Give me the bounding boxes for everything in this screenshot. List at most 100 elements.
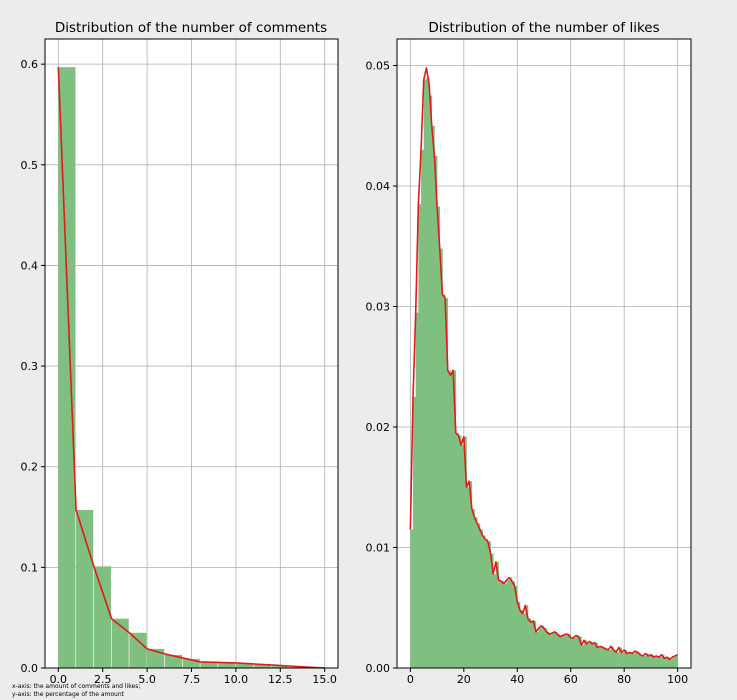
likes-x-axis: 0 20 40 60 80 100 bbox=[407, 668, 688, 686]
likes-density-line-group bbox=[409, 67, 678, 661]
likes-bar bbox=[418, 204, 422, 668]
comments-bar bbox=[58, 67, 76, 668]
likes-y-axis: 0.00 0.01 0.02 0.03 0.04 0.05 bbox=[366, 60, 397, 675]
likes-y-tick-label: 0.02 bbox=[366, 421, 391, 434]
likes-bar bbox=[522, 613, 526, 668]
comments-bar bbox=[200, 661, 218, 668]
likes-bar bbox=[466, 487, 470, 668]
comments-bar bbox=[253, 664, 271, 668]
likes-x-tick-label: 40 bbox=[510, 673, 524, 686]
likes-bar bbox=[429, 95, 433, 669]
comments-bar bbox=[271, 665, 289, 668]
likes-bar bbox=[490, 553, 494, 668]
likes-bar bbox=[415, 312, 419, 668]
likes-bar bbox=[511, 581, 515, 668]
likes-bar bbox=[498, 580, 502, 668]
likes-bar bbox=[626, 653, 630, 668]
likes-bars bbox=[410, 77, 678, 669]
likes-bar bbox=[474, 517, 478, 668]
likes-bar bbox=[653, 657, 657, 668]
likes-bar bbox=[482, 535, 486, 668]
comments-x-tick-label: 15.0 bbox=[312, 673, 337, 686]
likes-bar bbox=[616, 652, 620, 668]
likes-x-tick-label: 20 bbox=[457, 673, 471, 686]
likes-bar bbox=[487, 541, 491, 668]
likes-bar bbox=[530, 622, 534, 668]
likes-bar bbox=[594, 642, 598, 668]
likes-bar bbox=[493, 574, 497, 668]
likes-bar bbox=[602, 647, 606, 668]
comments-bar bbox=[93, 566, 111, 668]
comments-y-tick-label: 0.4 bbox=[21, 259, 39, 272]
comments-bars bbox=[58, 67, 325, 668]
likes-bar bbox=[431, 125, 435, 669]
comments-x-tick-label: 0.0 bbox=[50, 673, 68, 686]
likes-bar bbox=[458, 435, 462, 668]
likes-bar bbox=[565, 634, 569, 668]
likes-bar bbox=[576, 635, 580, 668]
likes-y-tick-label: 0.01 bbox=[366, 542, 391, 555]
likes-bar bbox=[584, 640, 588, 668]
likes-bar bbox=[666, 657, 670, 668]
likes-bar bbox=[640, 654, 644, 668]
comments-density-line-group bbox=[57, 67, 325, 669]
likes-bar bbox=[469, 481, 473, 668]
likes-bar bbox=[600, 646, 604, 668]
likes-bar bbox=[447, 370, 451, 668]
likes-bar bbox=[664, 658, 668, 668]
likes-bar bbox=[568, 634, 572, 668]
likes-bar bbox=[642, 655, 646, 668]
likes-bar bbox=[434, 155, 438, 668]
likes-y-tick-label: 0.03 bbox=[366, 301, 391, 314]
likes-bar bbox=[413, 396, 417, 668]
likes-bar bbox=[613, 649, 617, 668]
likes-bar bbox=[519, 610, 523, 668]
likes-bar bbox=[535, 631, 539, 668]
axis-caption: x-axis: the amount of comments and likes… bbox=[12, 683, 140, 699]
likes-bar bbox=[463, 436, 467, 668]
likes-x-tick-label: 80 bbox=[617, 673, 631, 686]
likes-bar bbox=[517, 601, 521, 668]
comments-y-tick-label: 0.5 bbox=[21, 159, 39, 172]
likes-y-tick-label: 0.00 bbox=[366, 662, 391, 675]
likes-bar bbox=[525, 605, 529, 668]
comments-bar bbox=[218, 662, 236, 668]
likes-bar bbox=[573, 637, 577, 668]
comments-y-tick-label: 0.3 bbox=[21, 360, 39, 373]
likes-bar bbox=[544, 628, 547, 668]
likes-bar bbox=[650, 654, 654, 668]
likes-bar bbox=[605, 648, 609, 668]
likes-bar bbox=[624, 649, 628, 668]
comments-density-line bbox=[57, 67, 325, 669]
likes-bar bbox=[589, 641, 593, 668]
likes-bar bbox=[674, 655, 678, 668]
likes-bar bbox=[618, 647, 622, 668]
caption-x-axis-note: x-axis: the amount of comments and likes… bbox=[12, 683, 141, 690]
likes-bar bbox=[501, 581, 505, 668]
likes-bar bbox=[648, 655, 652, 668]
likes-bar bbox=[461, 445, 465, 668]
comments-chart-title: Distribution of the number of comments bbox=[55, 20, 327, 36]
likes-chart-title: Distribution of the number of likes bbox=[428, 20, 659, 36]
likes-x-tick-label: 60 bbox=[564, 673, 578, 686]
comments-x-axis: 0.0 2.5 5.0 7.5 10.0 12.5 15.0 bbox=[50, 668, 337, 686]
comments-histogram-panel: Distribution of the number of comments 0… bbox=[21, 20, 339, 686]
likes-density-line bbox=[409, 67, 678, 661]
likes-bar bbox=[632, 653, 636, 668]
likes-histogram-panel: Distribution of the number of likes 0 20 4… bbox=[366, 20, 692, 686]
likes-x-tick-label: 100 bbox=[667, 673, 688, 686]
likes-bar bbox=[426, 77, 430, 668]
caption-y-axis-note: y-axis: the percentage of the amount bbox=[12, 691, 124, 698]
likes-bar bbox=[552, 633, 555, 668]
likes-bar bbox=[514, 586, 518, 668]
likes-bar bbox=[669, 659, 673, 668]
likes-bar bbox=[592, 643, 596, 668]
comments-x-tick-label: 10.0 bbox=[224, 673, 249, 686]
likes-bar bbox=[656, 655, 660, 668]
comments-y-axis: 0.0 0.1 0.2 0.3 0.4 0.5 0.6 bbox=[21, 58, 45, 675]
comments-y-tick-label: 0.2 bbox=[21, 461, 39, 474]
comments-bar bbox=[129, 632, 147, 668]
likes-bar bbox=[503, 583, 507, 668]
likes-bar bbox=[554, 631, 558, 668]
